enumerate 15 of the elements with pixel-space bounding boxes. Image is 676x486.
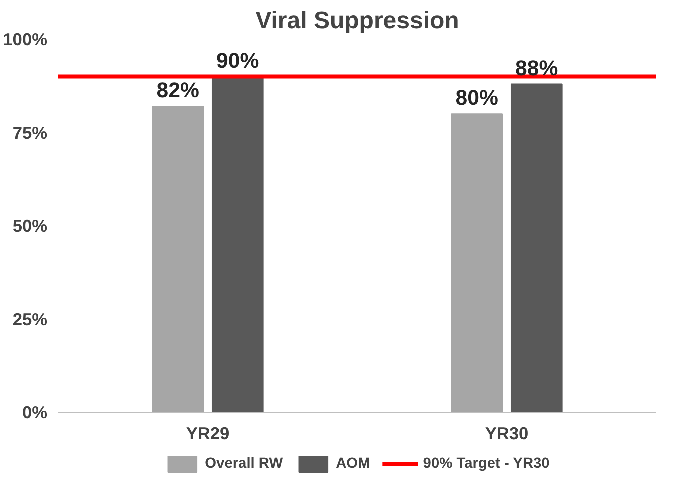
legend-label: AOM xyxy=(336,456,370,472)
data-label: 88% xyxy=(516,56,558,80)
chart-title: Viral Suppression xyxy=(256,8,460,34)
data-label: 90% xyxy=(216,48,260,73)
data-label: 82% xyxy=(156,78,200,103)
y-tick-label: 75% xyxy=(12,122,48,143)
x-tick-label: YR29 xyxy=(186,424,230,444)
y-tick-label: 100% xyxy=(3,30,48,50)
y-tick-label: 50% xyxy=(12,216,48,236)
y-tick-label: 25% xyxy=(12,309,48,330)
legend-label: 90% Target - YR30 xyxy=(423,456,550,472)
x-tick-label: YR30 xyxy=(485,424,529,444)
y-tick-label: 0% xyxy=(22,402,48,422)
data-label: 80% xyxy=(456,86,498,110)
legend-label: Overall RW xyxy=(205,456,284,472)
